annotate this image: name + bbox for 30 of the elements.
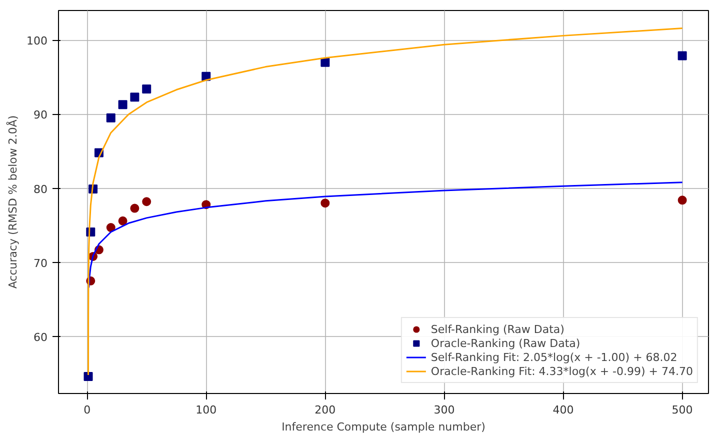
- legend-label: Oracle-Ranking Fit: 4.33*log(x + -0.99) + 74.70: [430, 364, 693, 378]
- y-tick-label: 80: [34, 182, 48, 196]
- y-axis-title: Accuracy (RMSD % below 2.0Å): [6, 115, 20, 289]
- x-tick-label: 300: [434, 404, 455, 416]
- point: [320, 198, 330, 208]
- x-tick-label: 500: [672, 404, 693, 416]
- y-tick-label: 70: [34, 256, 48, 270]
- point: [678, 51, 687, 60]
- point: [106, 113, 116, 122]
- point: [142, 84, 152, 94]
- point: [130, 204, 140, 213]
- y-tick-label: 100: [26, 34, 48, 48]
- legend-label: Self-Ranking Fit: 2.05*log(x + -1.00) + 68.02: [430, 350, 678, 364]
- x-axis-title: Inference Compute (sample number): [282, 420, 486, 434]
- y-tick-label: 60: [34, 330, 48, 344]
- legend-label: Self-Ranking (Raw Data): [430, 322, 564, 336]
- point: [106, 223, 116, 232]
- y-tick-label: 90: [34, 108, 48, 122]
- point: [142, 197, 152, 206]
- point: [84, 372, 93, 381]
- x-tick-label: 400: [552, 404, 574, 416]
- point: [130, 92, 140, 102]
- point: [678, 196, 687, 205]
- x-tick-label: 0: [84, 404, 91, 416]
- point: [320, 58, 330, 67]
- point: [118, 100, 128, 110]
- x-tick-label: 200: [314, 404, 336, 416]
- point: [118, 216, 128, 226]
- x-tick-label: 100: [196, 404, 217, 416]
- legend-label: Oracle-Ranking (Raw Data): [430, 336, 580, 350]
